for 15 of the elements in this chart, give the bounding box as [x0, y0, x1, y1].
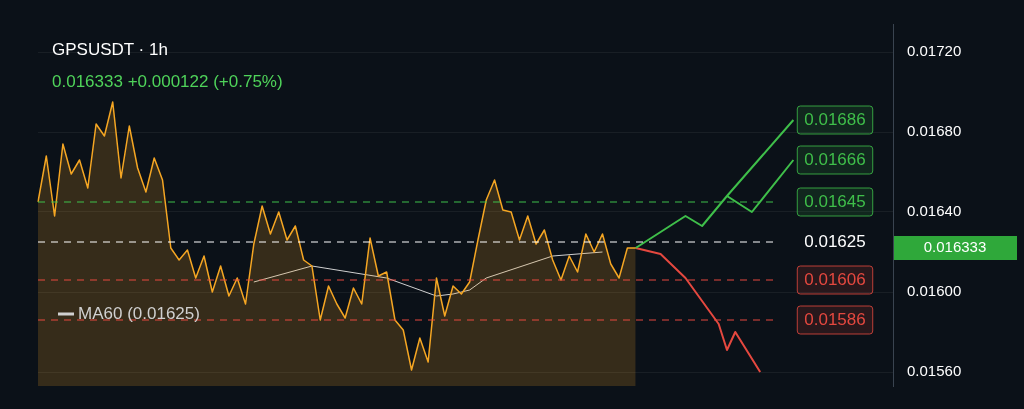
y-tick-label: 0.01720	[907, 42, 962, 60]
ref-line-label: 0.01645	[804, 191, 866, 211]
ref-line-label: 0.01606	[804, 269, 866, 289]
y-tick-label: 0.01560	[907, 362, 962, 380]
ref-line-label: 0.01625	[804, 231, 866, 251]
text: GPSUSDT · 1h	[52, 40, 168, 60]
y-tick-label: 0.01680	[907, 122, 962, 140]
text: MA60 (0.01625)	[78, 303, 200, 323]
data-label: 0.01686	[804, 109, 866, 129]
ref-line-label: 0.01586	[804, 309, 866, 329]
text: 0.016333	[923, 238, 987, 256]
y-tick-label: 0.01600	[907, 282, 962, 300]
text: 0.016333 +0.000122 (+0.75%)	[52, 72, 283, 92]
y-tick-label: 0.01640	[907, 202, 962, 220]
data-label: 0.01666	[804, 149, 866, 169]
